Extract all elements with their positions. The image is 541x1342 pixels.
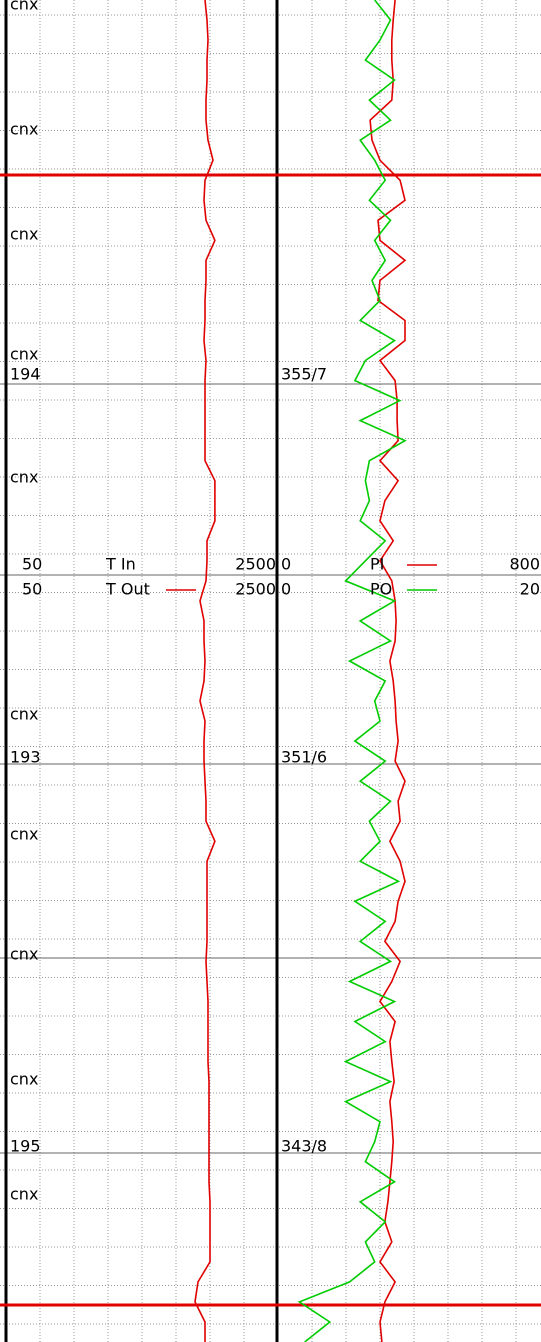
depth-label: 195 [10,1137,41,1156]
scale-name: PO [370,580,392,599]
survey-label: 355/7 [281,365,327,384]
annotation: cnx [10,1185,38,1204]
scale-name: T In [105,555,136,574]
depth-label: 193 [10,748,41,767]
scale-max: 800 [509,555,540,574]
trace [369,0,407,1342]
scale-max: 2500 [235,555,276,574]
annotation: cnx [10,468,38,487]
scale-min: 0 [281,580,291,599]
survey-label: 351/6 [281,748,327,767]
trace [194,0,216,1342]
depth-label: 194 [10,365,41,384]
scale-min: 0 [281,555,291,574]
annotation: cnx [10,345,38,364]
trace [297,0,407,1342]
scale-name: T Out [105,580,150,599]
annotation: cnx [10,945,38,964]
scale-max: 20 [520,580,540,599]
annotation: cnx [10,825,38,844]
scale-min: 50 [22,580,42,599]
scale-max: 2500 [235,580,276,599]
scale-name: PI [370,555,384,574]
annotation: cnx [10,1070,38,1089]
annotation: cnx [10,225,38,244]
annotation: cnx [10,705,38,724]
scale-min: 50 [22,555,42,574]
annotation: cnx [10,0,38,14]
survey-label: 343/8 [281,1137,327,1156]
annotation: cnx [10,120,38,139]
